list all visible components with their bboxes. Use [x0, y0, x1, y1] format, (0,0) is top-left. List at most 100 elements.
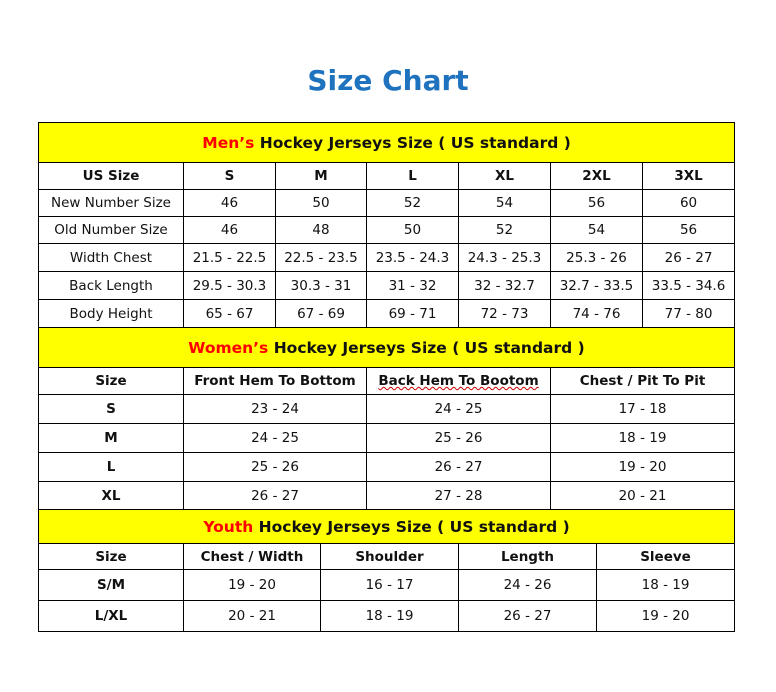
table-cell: 32.7 - 33.5 [550, 271, 643, 300]
table-row: Back Length 29.5 - 30.3 30.3 - 31 31 - 32 32… [38, 271, 736, 300]
table-cell: 24.3 - 25.3 [458, 243, 551, 272]
table-cell: 67 - 69 [275, 299, 367, 328]
table-cell: 19 - 20 [183, 569, 321, 601]
women-section-heading: Women’s Hockey Jerseys Size ( US standar… [37, 327, 736, 368]
table-row: Width Chest 21.5 - 22.5 22.5 - 23.5 23.5 - … [38, 243, 736, 272]
table-cell: 18 - 19 [595, 569, 736, 601]
column-header-row: Size Chest / Width Shoulder Length Sleeve [38, 543, 736, 570]
row-label: M [38, 423, 184, 453]
table-cell: 54 [458, 189, 551, 217]
table-cell: 29.5 - 30.3 [183, 271, 276, 300]
table-cell: 19 - 20 [595, 600, 736, 632]
table-cell: 26 - 27 [183, 481, 367, 510]
column-header: M [275, 162, 367, 190]
table-row: L/XL 20 - 21 18 - 19 26 - 27 19 - 20 [38, 600, 736, 632]
table-row: M 24 - 25 25 - 26 18 - 19 [38, 423, 736, 453]
table-cell: 77 - 80 [641, 299, 736, 328]
row-label: New Number Size [38, 189, 184, 217]
table-cell: 48 [275, 216, 367, 244]
men-section-heading: Men’s Hockey Jerseys Size ( US standard … [37, 122, 736, 163]
table-cell: 25 - 26 [366, 423, 551, 453]
table-cell: 19 - 20 [549, 452, 736, 482]
youth-size-table: Youth Hockey Jerseys Size ( US standard … [37, 509, 736, 632]
heading-highlight: Youth [203, 517, 254, 536]
table-cell: 18 - 19 [549, 423, 736, 453]
table-cell: 54 [550, 216, 643, 244]
row-label: S/M [38, 569, 184, 601]
table-cell: 20 - 21 [549, 481, 736, 510]
women-size-table: Women’s Hockey Jerseys Size ( US standar… [37, 327, 736, 510]
table-cell: 56 [641, 216, 736, 244]
table-cell: 16 - 17 [320, 569, 459, 601]
table-cell: 25.3 - 26 [550, 243, 643, 272]
heading-highlight: Men’s [202, 133, 255, 152]
column-header: Length [458, 543, 597, 570]
table-row: L 25 - 26 26 - 27 19 - 20 [38, 452, 736, 482]
size-chart: Men’s Hockey Jerseys Size ( US standard … [37, 122, 736, 632]
row-label: Back Length [38, 271, 184, 300]
row-label: Body Height [38, 299, 184, 328]
table-cell: 20 - 21 [183, 600, 321, 632]
column-header: S [183, 162, 276, 190]
column-header: Chest / Width [183, 543, 321, 570]
table-cell: 46 [183, 216, 276, 244]
column-header: L [366, 162, 459, 190]
table-cell: 56 [550, 189, 643, 217]
table-cell: 23 - 24 [183, 394, 367, 424]
table-cell: 31 - 32 [366, 271, 459, 300]
table-cell: 50 [366, 216, 459, 244]
column-header: 3XL [641, 162, 736, 190]
column-header: Size [38, 367, 184, 395]
column-header: US Size [38, 162, 184, 190]
table-cell: 21.5 - 22.5 [183, 243, 276, 272]
table-cell: 23.5 - 24.3 [366, 243, 459, 272]
table-cell: 22.5 - 23.5 [275, 243, 367, 272]
column-header-row: Size Front Hem To Bottom Back Hem To Booto… [38, 367, 736, 395]
table-cell: 74 - 76 [550, 299, 643, 328]
table-cell: 26 - 27 [458, 600, 597, 632]
table-cell: 32 - 32.7 [458, 271, 551, 300]
column-header: Front Hem To Bottom [183, 367, 367, 395]
table-row: S/M 19 - 20 16 - 17 24 - 26 18 - 19 [38, 569, 736, 601]
table-row: Old Number Size 46 48 50 52 54 56 [38, 216, 736, 244]
heading-text: Hockey Jerseys Size ( US standard ) [268, 338, 585, 357]
table-row: XL 26 - 27 27 - 28 20 - 21 [38, 481, 736, 510]
table-cell: 18 - 19 [320, 600, 459, 632]
table-cell: 25 - 26 [183, 452, 367, 482]
row-label: Width Chest [38, 243, 184, 272]
heading-text: Hockey Jerseys Size ( US standard ) [253, 517, 570, 536]
row-label: XL [38, 481, 184, 510]
table-cell: 52 [458, 216, 551, 244]
table-cell: 24 - 25 [366, 394, 551, 424]
table-cell: 60 [641, 189, 736, 217]
table-cell: 69 - 71 [366, 299, 459, 328]
table-cell: 65 - 67 [183, 299, 276, 328]
table-cell: 33.5 - 34.6 [641, 271, 736, 300]
column-header: XL [458, 162, 551, 190]
table-cell: 17 - 18 [549, 394, 736, 424]
table-row: S 23 - 24 24 - 25 17 - 18 [38, 394, 736, 424]
table-cell: 72 - 73 [458, 299, 551, 328]
column-header: 2XL [550, 162, 643, 190]
youth-section-heading: Youth Hockey Jerseys Size ( US standard … [37, 509, 736, 544]
row-label: L [38, 452, 184, 482]
table-cell: 24 - 25 [183, 423, 367, 453]
table-cell: 27 - 28 [366, 481, 551, 510]
heading-text: Hockey Jerseys Size ( US standard ) [254, 133, 571, 152]
column-header: Sleeve [595, 543, 736, 570]
row-label: Old Number Size [38, 216, 184, 244]
table-cell: 46 [183, 189, 276, 217]
table-row: New Number Size 46 50 52 54 56 60 [38, 189, 736, 217]
row-label: L/XL [38, 600, 184, 632]
column-header: Back Hem To Bootom [366, 367, 551, 395]
column-header: Shoulder [320, 543, 459, 570]
table-cell: 30.3 - 31 [275, 271, 367, 300]
column-header: Chest / Pit To Pit [549, 367, 736, 395]
heading-highlight: Women’s [188, 338, 269, 357]
table-cell: 52 [366, 189, 459, 217]
table-cell: 24 - 26 [458, 569, 597, 601]
men-size-table: Men’s Hockey Jerseys Size ( US standard … [37, 122, 736, 328]
table-cell: 26 - 27 [641, 243, 736, 272]
row-label: S [38, 394, 184, 424]
table-row: Body Height 65 - 67 67 - 69 69 - 71 72 - 73 7… [38, 299, 736, 328]
